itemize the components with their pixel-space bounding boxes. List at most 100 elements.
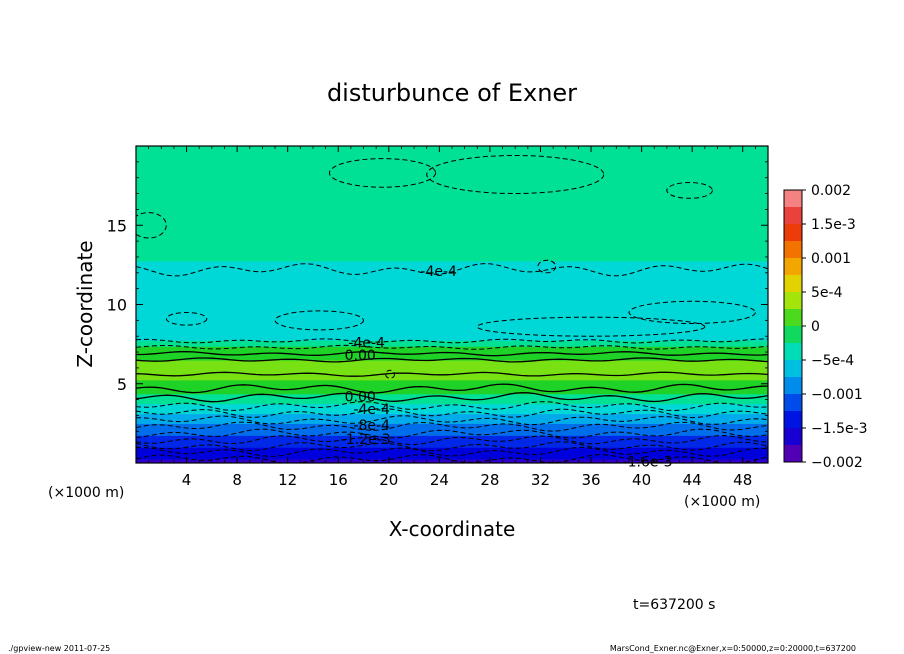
color-band (136, 375, 768, 379)
color-band (136, 231, 768, 234)
color-band (136, 405, 768, 409)
color-band (136, 381, 768, 385)
color-band (136, 361, 768, 365)
y-axis-label: Z-coordinate (73, 240, 97, 367)
color-band (136, 193, 768, 197)
color-band (136, 314, 768, 317)
color-band (136, 367, 768, 371)
color-band (136, 251, 768, 254)
color-band (136, 151, 768, 155)
contour-line (136, 446, 768, 457)
color-band (136, 415, 768, 419)
color-band (136, 419, 768, 422)
color-band (136, 183, 768, 187)
color-band (136, 286, 768, 290)
colorbar-segment (784, 428, 802, 446)
color-band (136, 169, 768, 173)
color-band (136, 217, 768, 220)
color-band (136, 352, 768, 355)
color-band (136, 292, 768, 296)
color-band (136, 225, 768, 228)
color-bands (136, 146, 768, 463)
contour-line (136, 344, 768, 350)
color-band (136, 298, 768, 302)
colorbar-segment (784, 241, 802, 259)
color-band (136, 441, 768, 444)
x-unit-label-right: (×1000 m) (684, 494, 760, 510)
color-band (136, 338, 768, 341)
color-band (136, 397, 768, 401)
color-band (136, 213, 768, 216)
contour-lines (136, 155, 768, 463)
color-band (136, 209, 768, 212)
color-band (136, 235, 768, 238)
color-band (136, 409, 768, 413)
color-band (136, 233, 768, 236)
contour-closed (537, 259, 557, 274)
color-band (136, 181, 768, 185)
contour-label: 0.00 (345, 348, 376, 364)
file-info: MarsCond_Exner.nc@Exner,x=0:50000,z=0:20… (610, 644, 856, 653)
color-band (136, 171, 768, 175)
contour-line (136, 454, 768, 463)
color-band (136, 328, 768, 331)
contour-label: -4e-4 (420, 264, 457, 280)
color-band (136, 342, 768, 345)
color-band (136, 197, 768, 201)
color-band (136, 229, 768, 232)
color-band (136, 383, 768, 387)
color-band (136, 439, 768, 442)
colorbar (783, 189, 803, 463)
color-band (136, 155, 768, 159)
color-band (136, 264, 768, 268)
color-band (136, 427, 768, 430)
contour-label: -1.2e-3 (341, 432, 391, 448)
color-band (136, 290, 768, 294)
color-band (136, 354, 768, 357)
contour-closed (274, 310, 364, 331)
color-band (136, 195, 768, 199)
color-band (136, 243, 768, 246)
contour-line (136, 263, 768, 277)
contour-line (136, 357, 768, 363)
colorbar-segment (784, 275, 802, 293)
color-band (136, 203, 768, 207)
y-tick-label: 10 (107, 296, 127, 315)
color-band (136, 455, 768, 458)
color-band (136, 336, 768, 339)
color-band (136, 252, 768, 256)
color-band (136, 185, 768, 189)
color-band (136, 300, 768, 304)
x-tick-label: 8 (232, 471, 242, 489)
color-band (136, 393, 768, 397)
color-band (136, 199, 768, 203)
color-band (136, 433, 768, 436)
color-band (136, 445, 768, 448)
color-band (136, 356, 768, 359)
contour-closed (426, 155, 605, 194)
x-tick-label: 28 (480, 471, 499, 489)
x-tick-label: 44 (683, 471, 702, 489)
color-band (136, 282, 768, 286)
color-band (136, 377, 768, 381)
y-tick-label: 5 (117, 375, 127, 394)
contour-line (136, 434, 768, 446)
color-band (136, 453, 768, 456)
color-band (136, 249, 768, 252)
color-band (136, 215, 768, 218)
x-unit-label-left: (×1000 m) (48, 485, 124, 501)
colorbar-label: 1.5e-3 (811, 217, 856, 233)
contour-line (136, 351, 768, 357)
color-band (136, 451, 768, 454)
contour-line (136, 338, 768, 344)
color-band (136, 332, 768, 335)
color-band (136, 191, 768, 195)
contour-line (136, 371, 768, 377)
color-band (136, 165, 768, 169)
color-band (136, 256, 768, 260)
color-band (136, 147, 768, 151)
contour-closed (328, 158, 437, 188)
y-axis: 5 10 15 (107, 161, 768, 448)
color-band (136, 207, 768, 210)
color-band (136, 189, 768, 193)
